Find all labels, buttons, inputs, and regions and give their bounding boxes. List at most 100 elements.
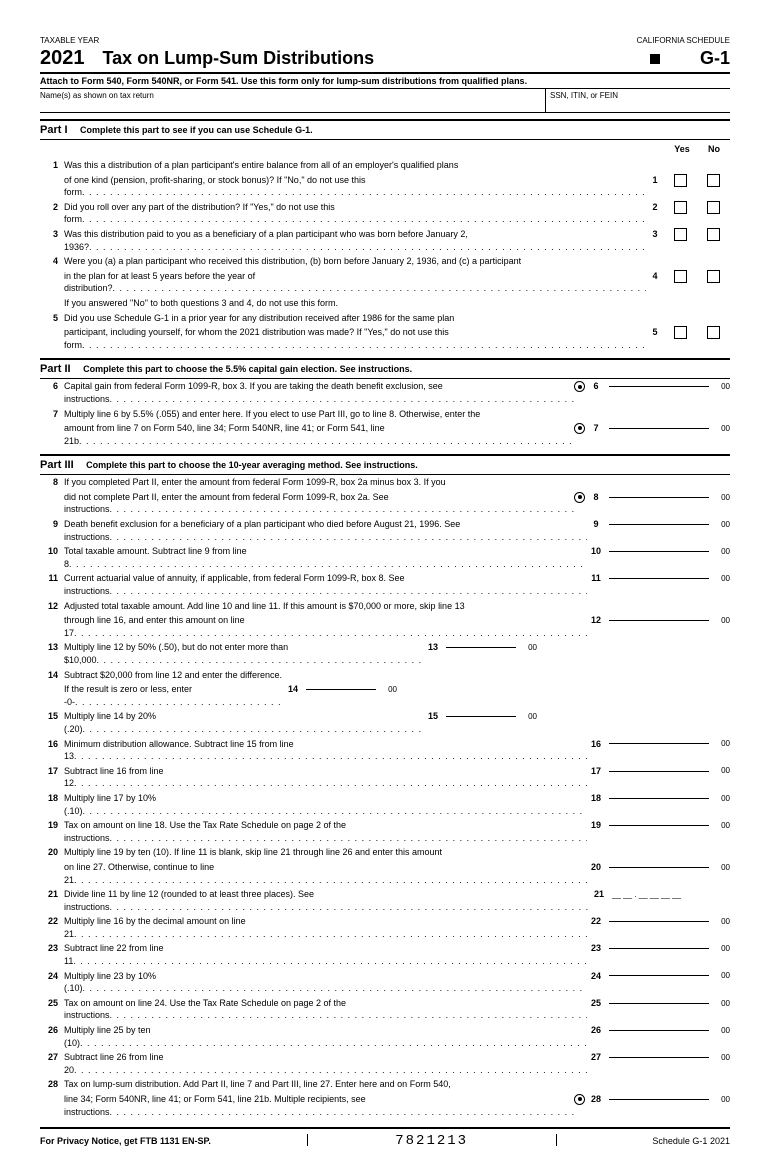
line-4b: in the plan for at least 5 years before …: [40, 269, 730, 296]
line-4c: If you answered "No" to both questions 3…: [40, 296, 730, 311]
line26-amount-input[interactable]: [609, 1030, 709, 1031]
line-24-text: Multiply line 23 by 10% (.10): [64, 970, 587, 995]
line-10: 10 Total taxable amount. Subtract line 9…: [40, 544, 730, 571]
line-2: 2 Did you roll over any part of the dist…: [40, 200, 730, 227]
line-24: 24 Multiply line 23 by 10% (.10) 2400: [40, 969, 730, 996]
line-14b-text: If the result is zero or less, enter -0-: [64, 683, 284, 708]
line-4: 4 Were you (a) a plan participant who re…: [40, 254, 730, 269]
line-17-text: Subtract line 16 from line 12: [64, 765, 587, 790]
line-12-text: Adjusted total taxable amount. Add line …: [64, 600, 730, 613]
line-15: 15 Multiply line 14 by 20% (.20) 1500: [40, 709, 730, 736]
line-1-num: 1: [40, 159, 64, 172]
line-2-num: 2: [40, 201, 64, 214]
line-11: 11 Current actuarial value of annuity, i…: [40, 571, 730, 598]
line14-amount-input[interactable]: [306, 689, 376, 690]
line-15-text: Multiply line 14 by 20% (.20): [64, 710, 424, 735]
form-page: TAXABLE YEAR CALIFORNIA SCHEDULE 2021 Ta…: [0, 0, 770, 1169]
line10-amount-input[interactable]: [609, 551, 709, 552]
ssn-field[interactable]: SSN, ITIN, or FEIN: [545, 89, 730, 112]
part1-header: Part I Complete this part to see if you …: [40, 119, 730, 140]
line-5: 5 Did you use Schedule G-1 in a prior ye…: [40, 311, 730, 326]
line28-amount-input[interactable]: [609, 1099, 709, 1100]
line-1b-text: of one kind (pension, profit-sharing, or…: [64, 174, 646, 199]
line8-amount-input[interactable]: [609, 497, 709, 498]
part2-desc: Complete this part to choose the 5.5% ca…: [83, 364, 412, 374]
footer-bracket-left: [299, 1134, 308, 1148]
line-13-num: 13: [40, 641, 64, 654]
part3-desc: Complete this part to choose the 10-year…: [86, 460, 418, 470]
line-9-text: Death benefit exclusion for a beneficiar…: [64, 518, 587, 543]
line-6-num: 6: [40, 380, 64, 393]
privacy-notice: For Privacy Notice, get FTB 1131 EN-SP.: [40, 1136, 211, 1146]
line-5-num: 5: [40, 312, 64, 325]
line9-amount-input[interactable]: [609, 524, 709, 525]
line-24-num: 24: [40, 970, 64, 983]
line-20-num: 20: [40, 846, 64, 859]
line7-amount-input[interactable]: [609, 428, 709, 429]
line4-no-checkbox[interactable]: [707, 270, 720, 283]
line-22-text: Multiply line 16 by the decimal amount o…: [64, 915, 587, 940]
line-4c-text: If you answered "No" to both questions 3…: [64, 297, 730, 310]
line27-amount-input[interactable]: [609, 1057, 709, 1058]
line23-amount-input[interactable]: [609, 948, 709, 949]
line6-amount-input[interactable]: [609, 386, 709, 387]
line-2-text: Did you roll over any part of the distri…: [64, 201, 646, 226]
line-21: 21 Divide line 11 by line 12 (rounded to…: [40, 887, 730, 914]
line4-yes-checkbox[interactable]: [674, 270, 687, 283]
line20-amount-input[interactable]: [609, 867, 709, 868]
line3-no-checkbox[interactable]: [707, 228, 720, 241]
line18-amount-input[interactable]: [609, 798, 709, 799]
line-26-num: 26: [40, 1024, 64, 1037]
line-23: 23 Subtract line 22 from line 11 2300: [40, 941, 730, 968]
line12-amount-input[interactable]: [609, 620, 709, 621]
part2-label: Part II: [40, 363, 71, 375]
line24-amount-input[interactable]: [609, 975, 709, 976]
line-28-num: 28: [40, 1078, 64, 1091]
part3-header: Part III Complete this part to choose th…: [40, 454, 730, 475]
bullet-icon: [574, 1094, 585, 1105]
line-8: 8 If you completed Part II, enter the am…: [40, 475, 730, 490]
line5-yes-checkbox[interactable]: [674, 326, 687, 339]
line16-amount-input[interactable]: [609, 743, 709, 744]
line-6: 6 Capital gain from federal Form 1099-R,…: [40, 379, 730, 406]
line-28b-text: line 34; Form 540NR, line 41; or Form 54…: [64, 1093, 574, 1118]
line-12b: through line 16, and enter this amount o…: [40, 613, 730, 640]
line21-decimal-input[interactable]: __ __ . __ __ __ __: [608, 889, 730, 900]
line-9: 9 Death benefit exclusion for a benefici…: [40, 517, 730, 544]
line-28: 28 Tax on lump-sum distribution. Add Par…: [40, 1077, 730, 1092]
line2-yes-checkbox[interactable]: [674, 201, 687, 214]
line25-amount-input[interactable]: [609, 1003, 709, 1004]
bullet-icon: [574, 381, 585, 392]
line-5b-text: participant, including yourself, for who…: [64, 326, 646, 351]
line-1b: of one kind (pension, profit-sharing, or…: [40, 173, 730, 200]
line17-amount-input[interactable]: [609, 771, 709, 772]
line22-amount-input[interactable]: [609, 921, 709, 922]
line-20b: on line 27. Otherwise, continue to line …: [40, 860, 730, 887]
line-4-text: Were you (a) a plan participant who rece…: [64, 255, 730, 268]
names-field[interactable]: Name(s) as shown on tax return: [40, 89, 545, 112]
line-5-text: Did you use Schedule G-1 in a prior year…: [64, 312, 730, 325]
line-20-text: Multiply line 19 by ten (10). If line 11…: [64, 846, 730, 859]
line19-amount-input[interactable]: [609, 825, 709, 826]
line-8-text: If you completed Part II, enter the amou…: [64, 476, 730, 489]
line2-no-checkbox[interactable]: [707, 201, 720, 214]
line-4b-text: in the plan for at least 5 years before …: [64, 270, 646, 295]
line1-no-checkbox[interactable]: [707, 174, 720, 187]
line15-amount-input[interactable]: [446, 716, 516, 717]
line-4-num: 4: [40, 255, 64, 268]
line-13: 13 Multiply line 12 by 50% (.50), but do…: [40, 640, 730, 667]
line-20: 20 Multiply line 19 by ten (10). If line…: [40, 845, 730, 860]
line11-amount-input[interactable]: [609, 578, 709, 579]
part3-label: Part III: [40, 459, 74, 471]
line3-yes-checkbox[interactable]: [674, 228, 687, 241]
line-19-num: 19: [40, 819, 64, 832]
line5-no-checkbox[interactable]: [707, 326, 720, 339]
line1-yes-checkbox[interactable]: [674, 174, 687, 187]
line-16-num: 16: [40, 738, 64, 751]
line-23-num: 23: [40, 942, 64, 955]
line13-amount-input[interactable]: [446, 647, 516, 648]
line-16: 16 Minimum distribution allowance. Subtr…: [40, 737, 730, 764]
title-row: 2021 Tax on Lump-Sum Distributions G-1: [40, 47, 730, 74]
line-12b-text: through line 16, and enter this amount o…: [64, 614, 587, 639]
california-schedule-label: CALIFORNIA SCHEDULE: [637, 36, 730, 45]
